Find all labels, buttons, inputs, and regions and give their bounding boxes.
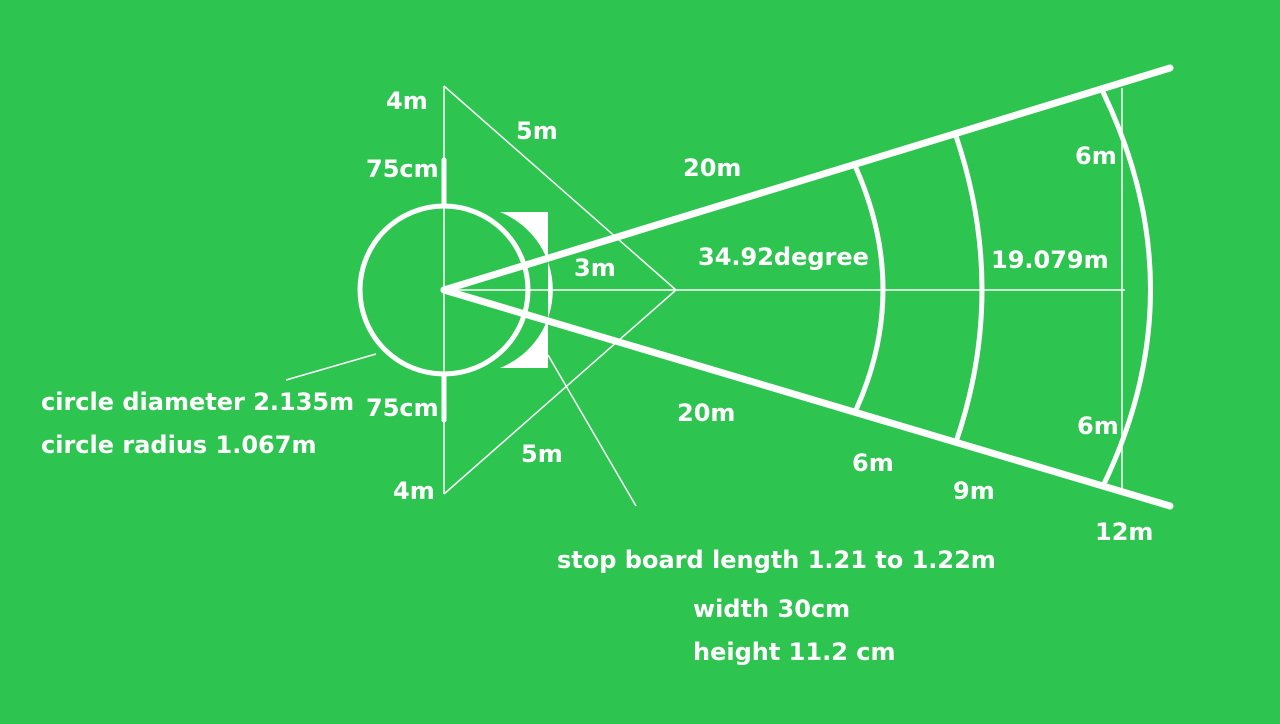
circle-radius-note: circle radius 1.067m xyxy=(41,431,316,459)
angle-label: 34.92degree xyxy=(698,243,869,271)
hypotenuse-top-label: 5m xyxy=(516,117,558,145)
base-label: 3m xyxy=(574,254,616,282)
mark-bottom-label: 75cm xyxy=(366,394,439,422)
triangle-upper-hypotenuse xyxy=(443,85,677,291)
arc-9m-label: 9m xyxy=(953,477,995,505)
arc-6m xyxy=(853,165,886,413)
stop-board-leader-line xyxy=(547,354,637,507)
arc-12m xyxy=(1100,89,1153,489)
stop-board-width-note: width 30cm xyxy=(693,595,850,623)
arc-9m xyxy=(953,133,985,445)
segment-top-label: 6m xyxy=(1075,142,1117,170)
triangle-top-label: 4m xyxy=(386,87,428,115)
sector-lower-line xyxy=(440,286,1174,510)
segment-bottom-label: 6m xyxy=(1077,412,1119,440)
triangle-lower-hypotenuse xyxy=(443,289,677,495)
circle-diameter-note: circle diameter 2.135m xyxy=(41,388,354,416)
arc-6m-label: 6m xyxy=(852,449,894,477)
triangle-bottom-label: 4m xyxy=(393,477,435,505)
sector-bottom-label: 20m xyxy=(677,399,735,427)
circle-leader-line xyxy=(285,353,377,381)
mark-top-label: 75cm xyxy=(366,155,439,183)
stop-board xyxy=(500,212,553,368)
stop-board-length-note: stop board length 1.21 to 1.22m xyxy=(557,546,996,574)
stop-board-height-note: height 11.2 cm xyxy=(693,638,896,666)
sector-top-label: 20m xyxy=(683,154,741,182)
chord-label: 19.079m xyxy=(991,246,1109,274)
hypotenuse-bottom-label: 5m xyxy=(521,440,563,468)
arc-12m-label: 12m xyxy=(1095,518,1153,546)
sector-upper-line xyxy=(440,64,1174,294)
